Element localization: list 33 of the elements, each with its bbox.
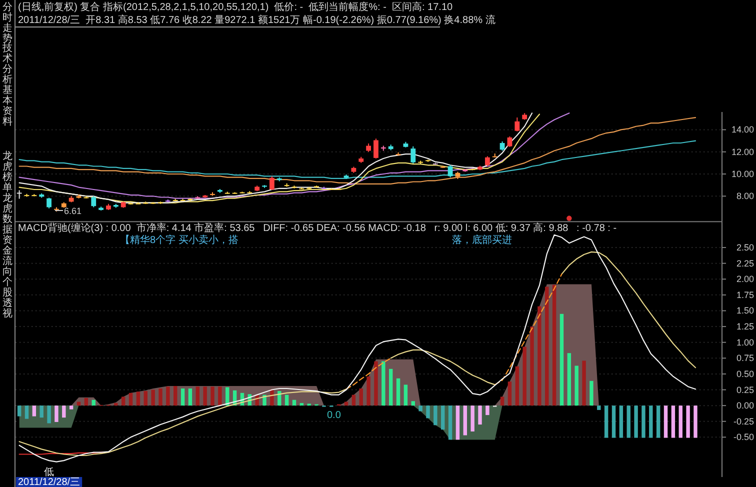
annotation: 低: [44, 467, 54, 478]
annotation: 【精华8个字 买小卖小，搭: [120, 235, 238, 246]
tick-label: 1.25: [736, 322, 754, 332]
tab-label: 个股透视: [2, 277, 12, 320]
tick-label: 8.00: [736, 191, 754, 202]
tick-label: 0.50: [736, 368, 754, 379]
tick-label: 0.00: [736, 400, 754, 411]
tick-label: 1.50: [736, 306, 754, 316]
annotation: 0.0: [327, 410, 341, 421]
tick-label: 12.00: [731, 146, 754, 157]
title: MACD背驰(缠论(3) : 0.00 市净率: 4.14 市盈率: 53.65 DIFF: -0.65 DEA: -0.56 MACD: -0.18 r: 9.00 l: 6.00 低: 9.37 高: 9.88 : -0.78 : -: [18, 223, 617, 234]
annotation: 落，底部买进: [452, 235, 512, 246]
tab-label: 技术分析: [2, 43, 12, 86]
tick-label: 2.25: [736, 258, 754, 268]
tick-label: 0.75: [736, 353, 754, 364]
tick-label: 2.00: [736, 274, 754, 284]
tab-label: 分时走势: [2, 2, 12, 44]
tick-label: 1.75: [736, 290, 754, 300]
tick-label: -0.25: [733, 416, 754, 426]
tab-label: 龙虎榜单: [2, 151, 12, 194]
title: (日线,前复权) 复合 指标(2012,5,28,2,1,5,10,20,55,120,1) 低价: - 低到当前幅度%: - 区间高: 17.10: [18, 2, 453, 13]
tab-label: 基本资料: [2, 85, 12, 128]
tick-label: 2.50: [736, 242, 754, 253]
tick-label: 0.25: [736, 384, 754, 395]
annotation: 6.61: [64, 206, 82, 216]
tick-label: -0.50: [733, 432, 754, 442]
annotation: 2011/12/28/三: [18, 477, 80, 487]
tick-label: 1.00: [736, 337, 754, 348]
tab-label: 龙虎数据: [2, 193, 12, 236]
subtitle: 2011/12/28/三 开8.31 高8.53 低7.76 收8.22 量9272.1 额1521万 幅-0.19(-2.26%) 振0.77(9.16%) 换4.88% 流: [18, 15, 496, 26]
tab-label: 资金流向: [2, 235, 12, 278]
tick-label: 14.00: [731, 124, 754, 135]
tick-label: 10.00: [731, 169, 754, 179]
